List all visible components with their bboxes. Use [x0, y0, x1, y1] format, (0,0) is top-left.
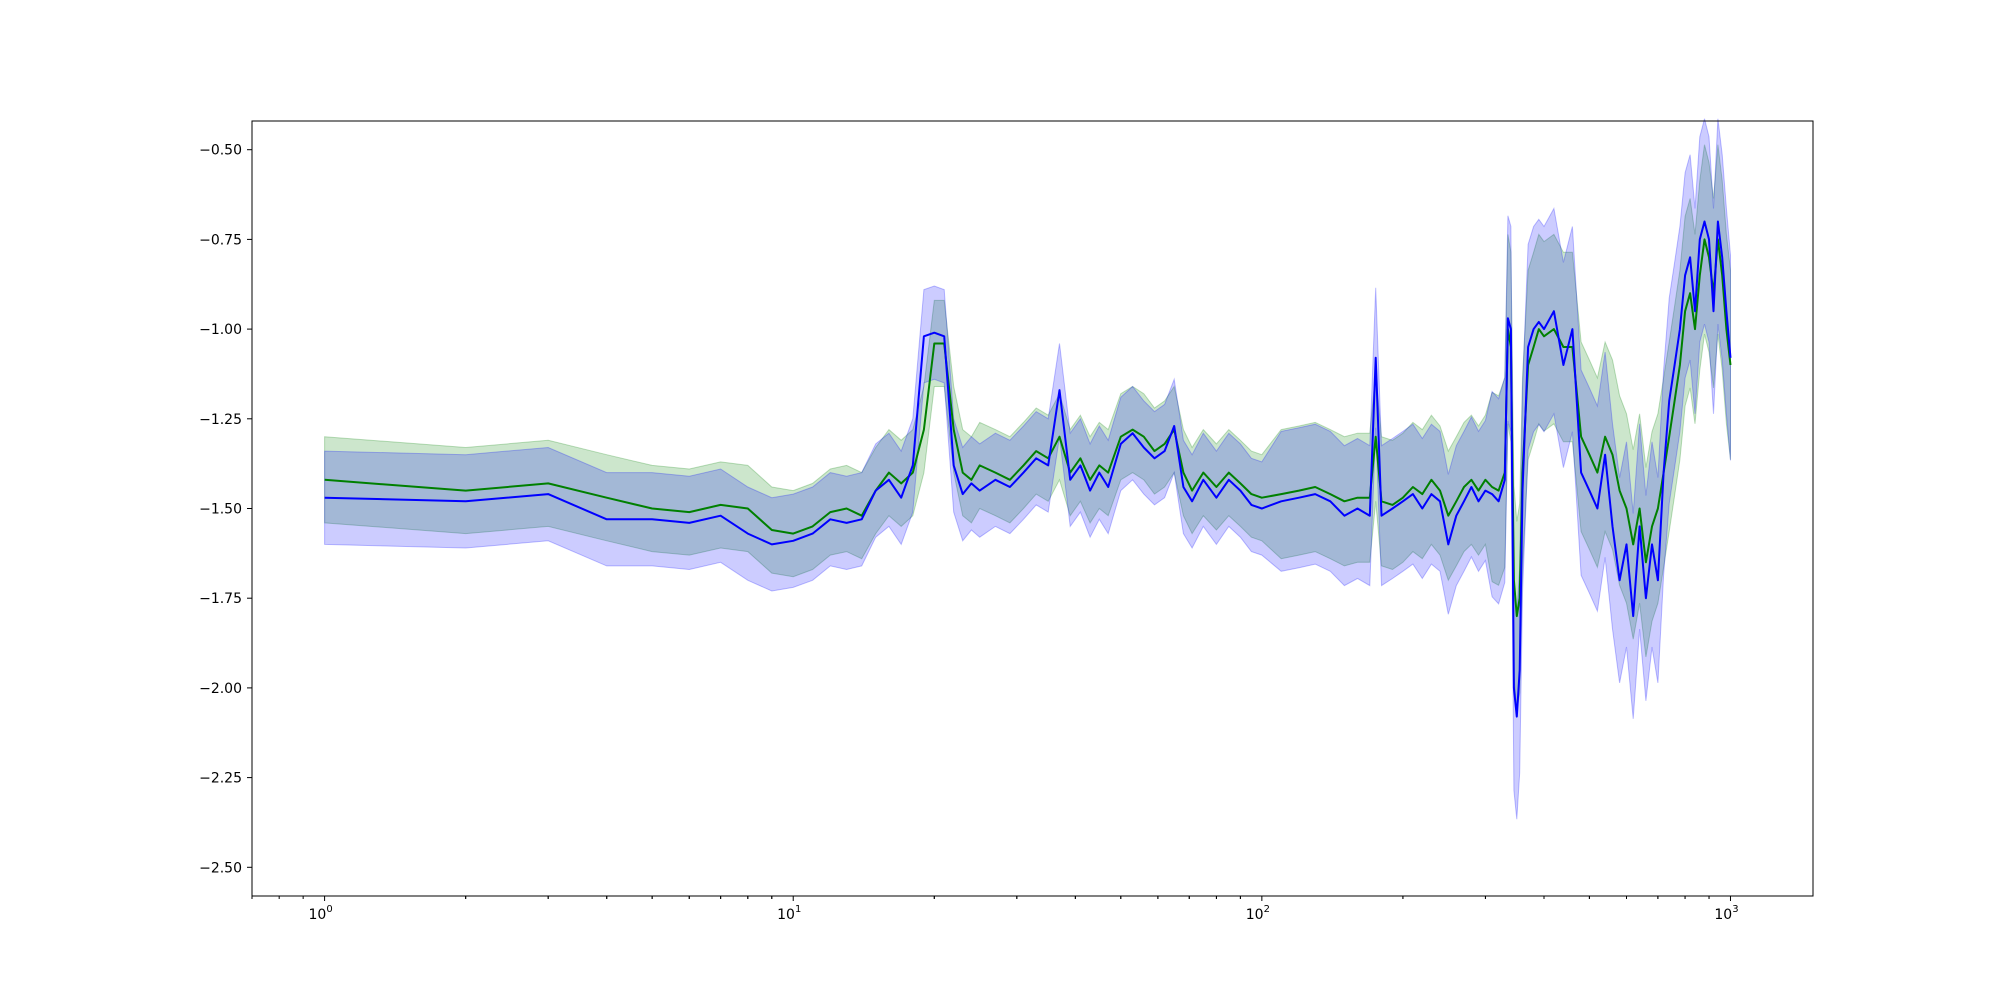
x-axis-ticks: 100 101 102 103	[251, 896, 1739, 923]
series-lines	[324, 220, 1732, 718]
y-tick-label: −1.00	[199, 322, 242, 338]
series-0-band	[324, 144, 1731, 711]
y-tick-label: −0.50	[199, 143, 242, 159]
y-tick-label: −1.50	[199, 502, 242, 518]
y-tick-label: −2.50	[199, 860, 242, 876]
series-0-line	[324, 238, 1732, 618]
y-tick-label: −1.25	[199, 412, 242, 428]
y-tick-label: −2.00	[199, 681, 242, 697]
y-tick-label: −2.25	[199, 771, 242, 787]
y-axis-ticks: −0.50 −0.75 −1.00 −1.25 −1.50 −1.75 −2.00 −2.25…	[199, 143, 252, 876]
y-tick-label: −1.75	[199, 591, 242, 607]
y-tick-label: −0.75	[199, 232, 242, 248]
series-1-line	[324, 220, 1732, 718]
